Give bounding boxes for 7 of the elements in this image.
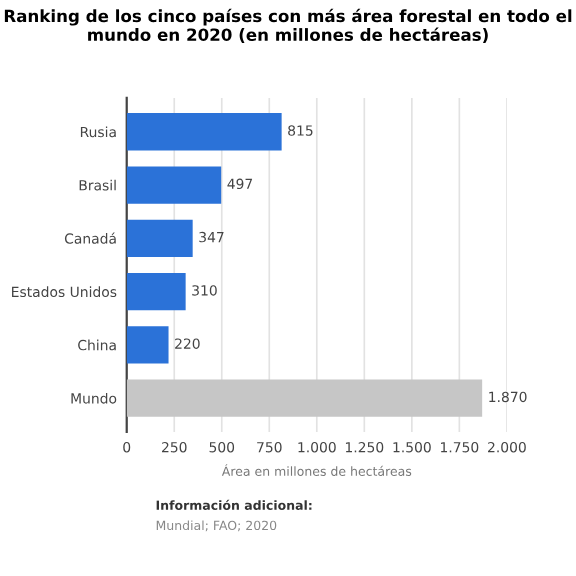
bar [126, 113, 282, 151]
bar [126, 219, 193, 257]
bar [126, 166, 222, 204]
bar [126, 326, 169, 364]
bar [126, 272, 186, 311]
chart-title: Ranking de los cinco países con más área forestal en todo el mundo en 2020 (en millones de hectáreas) [4, 8, 572, 43]
bar [126, 379, 483, 417]
